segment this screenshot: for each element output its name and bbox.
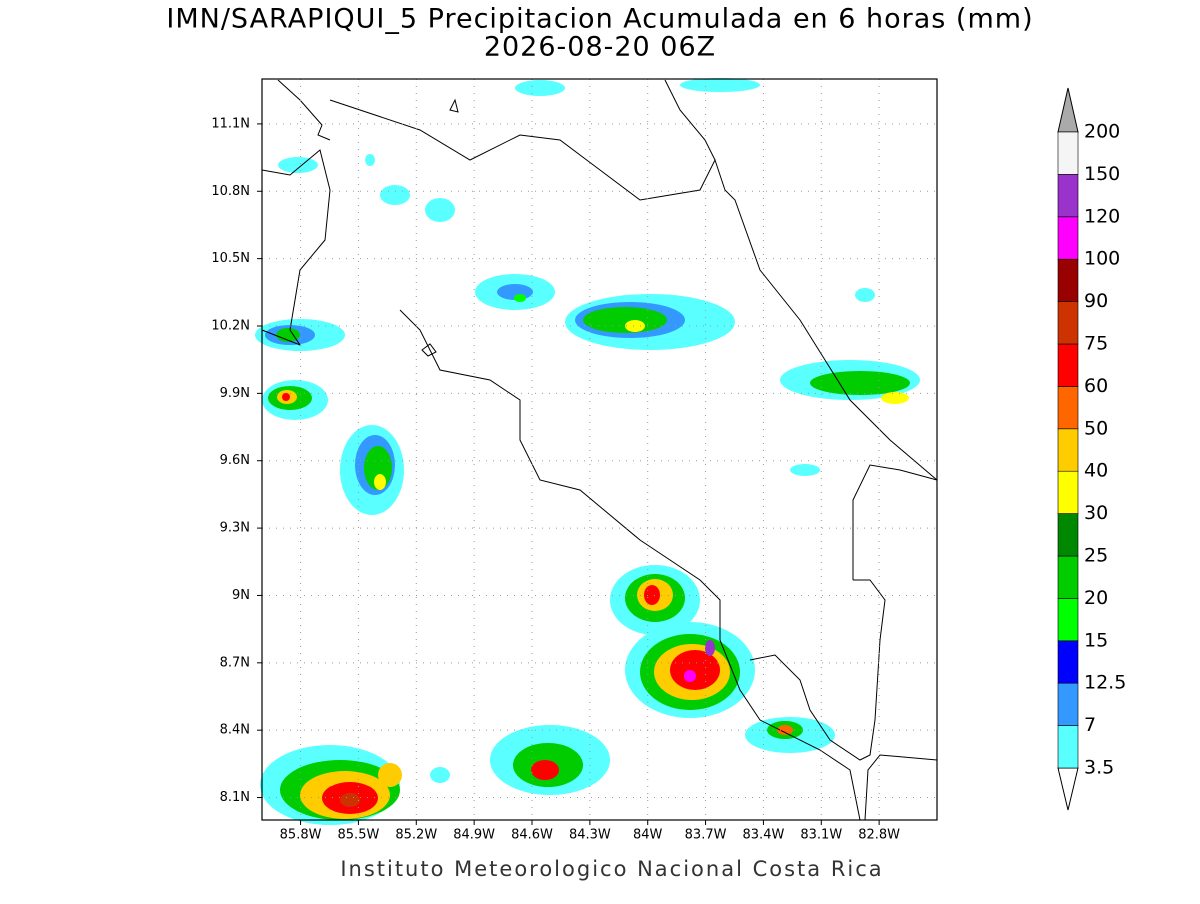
x-tick-label: 85.8W (280, 828, 322, 843)
colorbar-box (1057, 513, 1079, 557)
colorbar-box (1057, 598, 1079, 642)
x-tick-label: 83.4W (743, 828, 785, 843)
colorbar-box (1057, 725, 1079, 769)
footer: Instituto Meteorologico Nacional Costa R… (340, 857, 883, 881)
colorbar-label: 20 (1084, 587, 1108, 609)
y-tick-label: 9.9N (220, 386, 250, 401)
colorbar-label: 40 (1084, 460, 1108, 482)
y-tick-label: 10.8N (211, 184, 250, 199)
x-tick-label: 83.7W (685, 828, 727, 843)
y-tick-label: 8.7N (220, 655, 250, 670)
colorbar-box (1057, 174, 1079, 218)
x-tick-label: 84.6W (511, 828, 553, 843)
colorbar-label: 25 (1084, 545, 1108, 567)
colorbar-label: 15 (1084, 629, 1108, 651)
colorbar-box (1057, 470, 1079, 514)
map-frame (261, 78, 938, 821)
colorbar-label: 12.5 (1084, 672, 1126, 694)
colorbar-label: 60 (1084, 375, 1108, 397)
colorbar-box (1057, 640, 1079, 684)
subtitle: 2026-08-20 06Z (484, 32, 716, 63)
colorbar-label: 100 (1084, 248, 1120, 270)
y-tick-label: 10.5N (211, 251, 250, 266)
colorbar-label: 30 (1084, 502, 1108, 524)
x-tick-label: 85.5W (338, 828, 380, 843)
y-tick-label: 8.1N (220, 790, 250, 805)
colorbar-over (1057, 87, 1079, 133)
colorbar-box (1057, 428, 1079, 472)
colorbar-label: 200 (1084, 121, 1120, 143)
title: IMN/SARAPIQUI_5 Precipitacion Acumulada … (166, 4, 1033, 35)
colorbar-box (1057, 555, 1079, 599)
colorbar-label: 90 (1084, 290, 1108, 312)
x-tick-label: 85.2W (395, 828, 437, 843)
colorbar-box (1057, 343, 1079, 387)
colorbar-box (1057, 216, 1079, 260)
colorbar-box (1057, 301, 1079, 345)
x-tick-label: 84.9W (453, 828, 495, 843)
colorbar-label: 150 (1084, 163, 1120, 185)
colorbar-label: 120 (1084, 205, 1120, 227)
colorbar-box (1057, 258, 1079, 302)
y-tick-label: 9N (232, 588, 250, 603)
colorbar-box (1057, 682, 1079, 726)
colorbar-label: 7 (1084, 714, 1096, 736)
x-tick-label: 83.1W (800, 828, 842, 843)
x-tick-label: 82.8W (858, 828, 900, 843)
colorbar-box (1057, 131, 1079, 175)
y-tick-label: 9.3N (220, 521, 250, 536)
x-tick-label: 84.3W (569, 828, 611, 843)
y-tick-label: 10.2N (211, 319, 250, 334)
colorbar-label: 3.5 (1084, 757, 1114, 779)
precipitation-field (255, 78, 920, 825)
y-tick-label: 9.6N (220, 453, 250, 468)
colorbar-under (1057, 767, 1079, 811)
colorbar-label: 50 (1084, 417, 1108, 439)
y-tick-label: 11.1N (211, 116, 250, 131)
colorbar-box (1057, 386, 1079, 430)
x-tick-label: 84W (633, 828, 663, 843)
y-tick-label: 8.4N (220, 723, 250, 738)
colorbar-label: 75 (1084, 333, 1108, 355)
